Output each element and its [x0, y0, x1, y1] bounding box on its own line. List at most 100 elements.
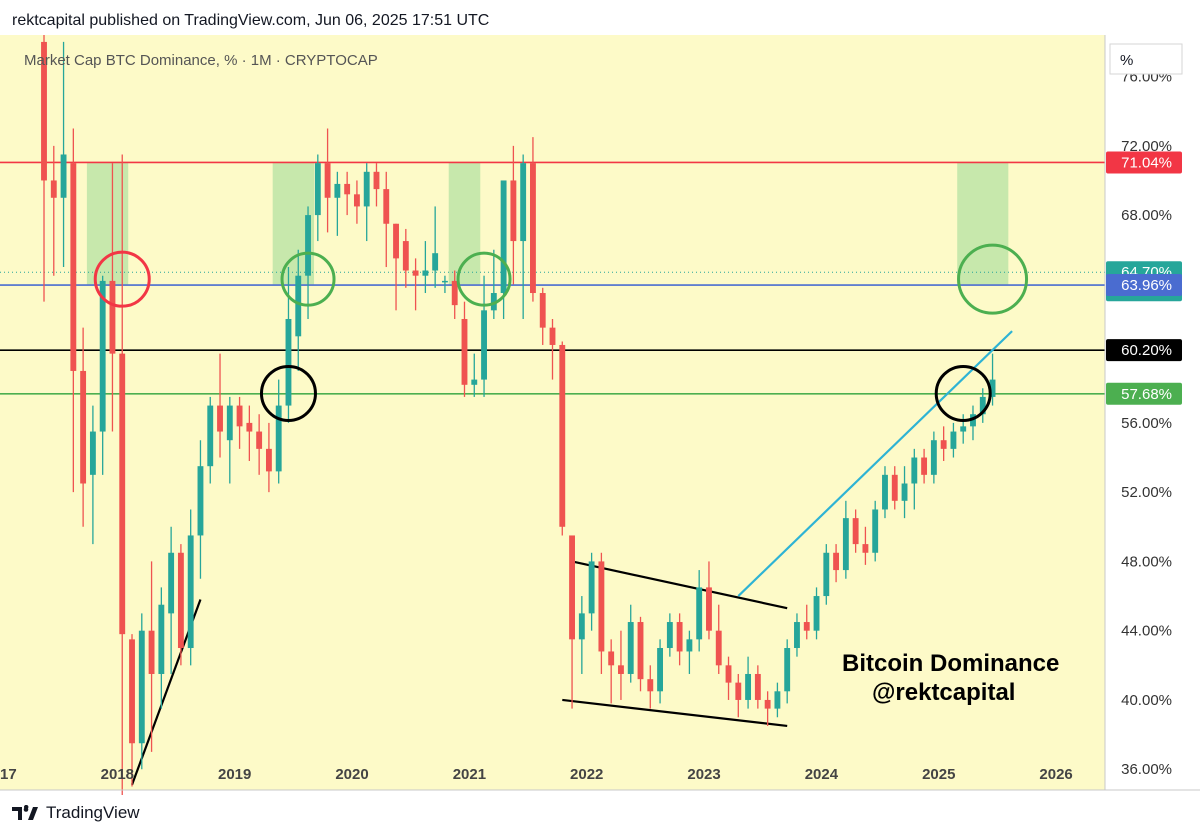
candle-body [442, 280, 448, 283]
trendlines [130, 330, 1013, 786]
published-caption: rektcapital published on TradingView.com… [12, 12, 490, 29]
candle-body [608, 651, 615, 666]
candle-body [989, 379, 996, 397]
candle-body [490, 293, 497, 311]
x-tick-label: 2026 [1039, 766, 1072, 783]
candle-body [764, 699, 771, 709]
level-label-box [1106, 151, 1182, 174]
candle-body [774, 691, 781, 709]
candle-body [696, 587, 703, 640]
candle-body [647, 679, 654, 692]
y-tick-label: 68.00% [1121, 207, 1172, 224]
x-tick-label: 2024 [805, 766, 839, 783]
candle-body [891, 474, 898, 501]
candle-body [823, 552, 830, 597]
candle-body [236, 405, 243, 427]
candle-body [979, 396, 986, 415]
level-labels: 71.04%64.70%24d 7h63.96%60.20%57.68% [1106, 151, 1182, 405]
chart-title: Market Cap BTC Dominance, % · 1M · CRYPT… [24, 52, 378, 69]
percent-unit: % [1120, 52, 1133, 69]
footer[interactable]: TradingView [12, 803, 140, 823]
candle-body [598, 561, 605, 652]
x-tick-label: 2022 [570, 766, 603, 783]
btc-dominance-chart[interactable]: 36.00%40.00%44.00%48.00%52.00%56.00%60.0… [0, 33, 1200, 813]
candle-body [862, 544, 869, 553]
candle-body [129, 639, 135, 744]
candle-body [177, 552, 184, 649]
candle-body [666, 622, 673, 649]
price-axis[interactable]: 36.00%40.00%44.00%48.00%52.00%56.00%60.0… [1121, 69, 1172, 779]
circle-marker [93, 250, 151, 308]
trendline [562, 698, 788, 728]
annotation-title: Bitcoin Dominance [842, 650, 1059, 677]
candle-body [940, 440, 947, 449]
candle-body [383, 189, 390, 224]
horizontal-levels [0, 161, 1105, 395]
candle-body [451, 280, 458, 306]
candle-body [481, 310, 487, 380]
candle-body [754, 673, 761, 700]
candle-body [275, 405, 282, 472]
x-tick-label: 2020 [335, 766, 368, 783]
candle-body [657, 648, 663, 692]
candle-body [578, 613, 585, 640]
brand-label: TradingView [46, 803, 140, 822]
candle-body [842, 518, 849, 571]
candle-body [706, 587, 712, 631]
candle-body [138, 630, 145, 744]
candle-body [89, 431, 96, 475]
candle-body [549, 327, 556, 345]
y-tick-label: 40.00% [1121, 692, 1172, 709]
y-tick-label: 48.00% [1121, 553, 1172, 570]
highlight-zone [86, 162, 129, 285]
chart-container[interactable]: 36.00%40.00%44.00%48.00%52.00%56.00%60.0… [0, 33, 1200, 813]
candle-body [471, 379, 478, 385]
candle-body [520, 163, 527, 242]
level-label-box [1106, 274, 1182, 297]
trendline [737, 330, 1013, 597]
candle-body [70, 163, 77, 371]
candles [41, 33, 996, 813]
candle-body [109, 280, 116, 354]
candle-body [402, 241, 409, 271]
highlight-zone [957, 162, 1009, 285]
candle-body [305, 215, 311, 276]
candle-body [588, 561, 595, 614]
candle-body [637, 622, 644, 680]
candle-body [168, 552, 175, 614]
candle-body [285, 318, 292, 406]
candle-body [735, 682, 742, 700]
candle-body [373, 171, 380, 190]
y-tick-label: 52.00% [1121, 484, 1172, 501]
x-tick-label: 2021 [453, 766, 486, 783]
x-tick-label: 2019 [218, 766, 251, 783]
tradingview-logo-icon [12, 805, 38, 820]
candle-body [80, 370, 87, 484]
candle-body [187, 535, 194, 649]
plot-background [0, 35, 1105, 790]
candle-body [803, 622, 810, 631]
y-tick-label: 44.00% [1121, 623, 1172, 640]
candle-body [41, 41, 47, 181]
candle-body [510, 180, 517, 242]
y-tick-label: 36.00% [1121, 761, 1172, 778]
level-label: 71.04% [1121, 154, 1172, 171]
annotation-block: Bitcoin Dominance @rektcapital [842, 650, 1059, 706]
x-tick-label: 2023 [687, 766, 720, 783]
candle-body [148, 630, 155, 674]
candle-body [50, 180, 57, 198]
candle-body [921, 457, 928, 475]
candle-body [539, 293, 546, 328]
candle-body [256, 431, 263, 449]
candle-body [295, 275, 302, 337]
time-axis[interactable]: 2017 2018 2019 2020 2021 2022 2023 2024 2025 2026 [0, 766, 1073, 783]
y-tick-label: 56.00% [1121, 415, 1172, 432]
candle-body [569, 535, 575, 640]
percent-unit-box: % [1109, 43, 1183, 75]
candle-body [833, 552, 840, 571]
candle-body [725, 665, 732, 683]
circle-markers [93, 243, 1029, 422]
candle-body [265, 448, 272, 472]
candle-body [745, 673, 752, 700]
level-label-box [1106, 382, 1182, 405]
